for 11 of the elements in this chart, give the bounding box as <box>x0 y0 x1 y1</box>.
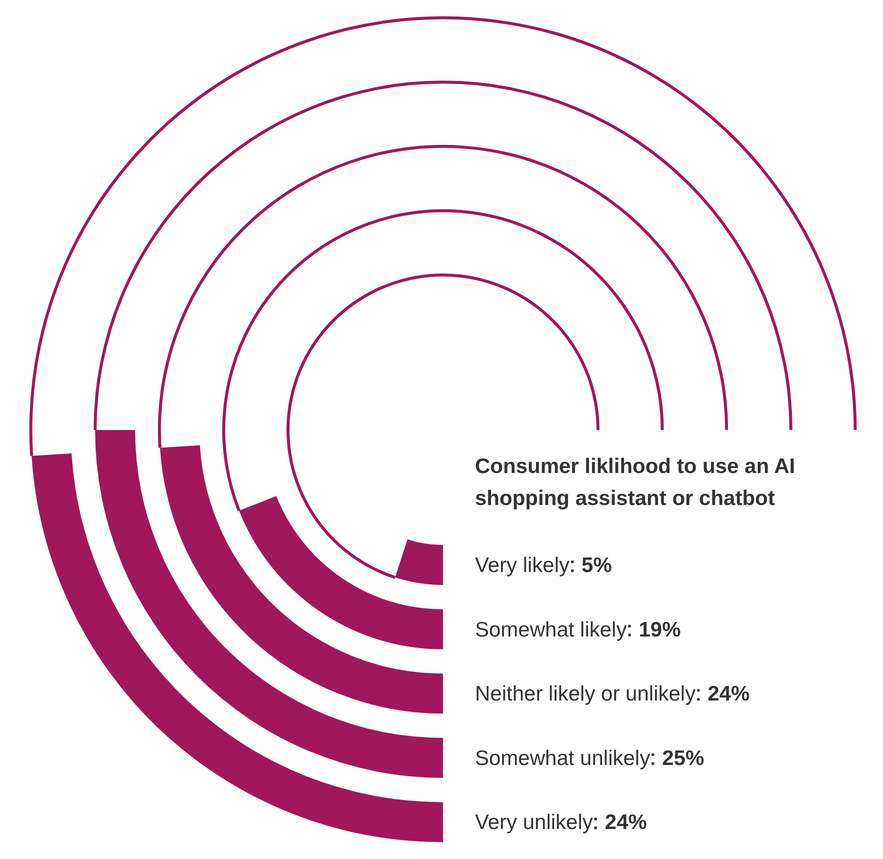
data-label: 24% <box>604 811 648 834</box>
category-label: Very unlikely <box>475 811 594 834</box>
category-label: Neither likely or unlikely <box>475 682 696 706</box>
category-label: Somewhat likely <box>475 618 628 642</box>
data-label: 25% <box>662 746 704 770</box>
category-label: Somewhat unlikely <box>475 746 651 770</box>
data-label: 19% <box>638 618 682 642</box>
data-label: 24% <box>708 682 750 706</box>
category-label: Very likely <box>475 554 570 577</box>
data-label: 5% <box>582 554 612 577</box>
text: Consumer liklihood to use an AI shopping assistant or chatbot <box>475 455 796 510</box>
